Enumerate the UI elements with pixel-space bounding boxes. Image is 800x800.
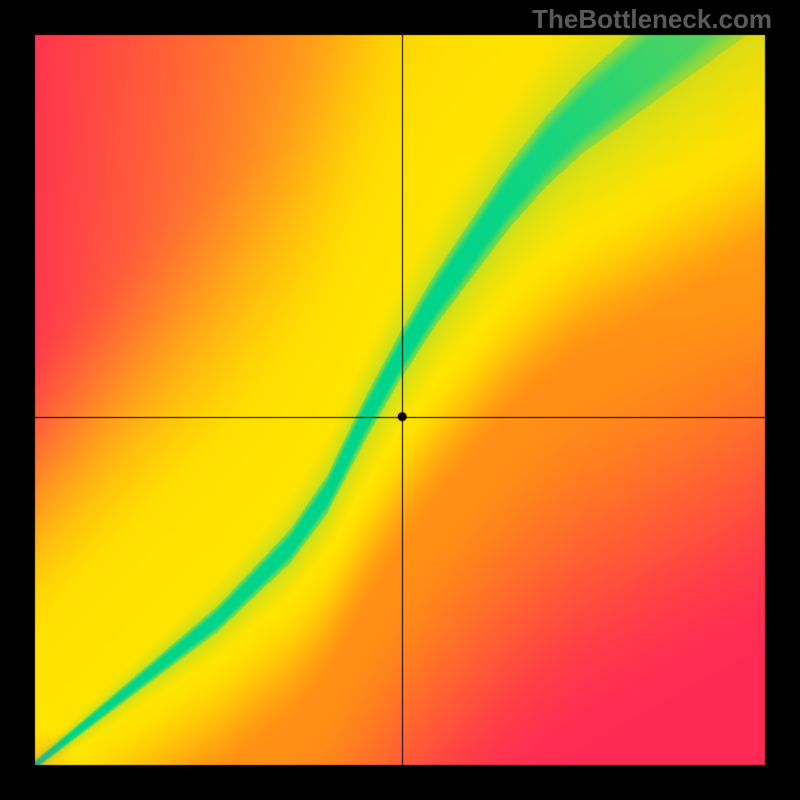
watermark-text: TheBottleneck.com xyxy=(532,4,772,35)
heatmap-canvas xyxy=(0,0,800,800)
